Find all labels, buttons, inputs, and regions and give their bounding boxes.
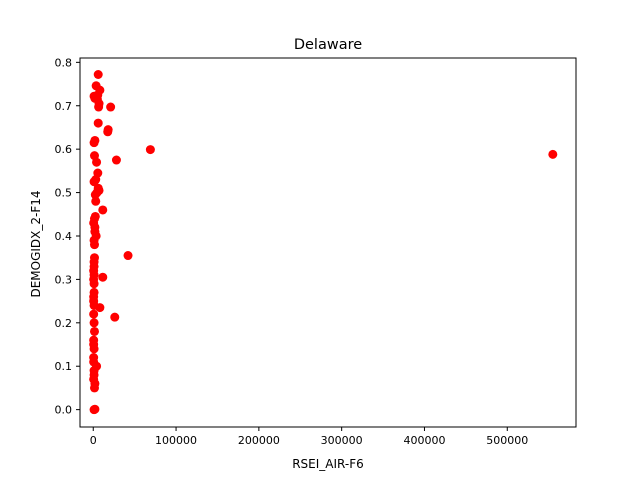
y-tick-label: 0.6 xyxy=(55,143,73,156)
x-tick-label: 0 xyxy=(90,434,97,447)
y-tick-label: 0.7 xyxy=(55,100,73,113)
x-tick-label: 100000 xyxy=(155,434,197,447)
x-axis-label: RSEI_AIR-F6 xyxy=(292,457,364,471)
data-point xyxy=(93,69,103,79)
plot-area-frame xyxy=(79,57,577,428)
data-point xyxy=(89,374,99,384)
data-point xyxy=(98,205,108,215)
data-point xyxy=(89,318,99,328)
data-point xyxy=(103,127,113,137)
data-point xyxy=(145,145,155,155)
data-point xyxy=(89,270,99,280)
data-point xyxy=(94,102,104,112)
data-point xyxy=(89,235,99,245)
data-point xyxy=(111,155,121,165)
data-point xyxy=(548,149,558,159)
data-point xyxy=(91,196,101,206)
y-tick-label: 0.5 xyxy=(55,187,73,200)
y-tick-label: 0.3 xyxy=(55,273,73,286)
chart-title: Delaware xyxy=(294,37,362,53)
data-point xyxy=(93,118,103,128)
data-point xyxy=(123,251,133,261)
x-tick-label: 200000 xyxy=(238,434,280,447)
y-tick-label: 0.0 xyxy=(55,404,73,417)
data-point xyxy=(89,357,99,367)
data-point xyxy=(90,404,100,414)
data-point xyxy=(90,93,100,103)
y-tick-label: 0.2 xyxy=(55,317,73,330)
data-point xyxy=(89,218,99,228)
x-tick-label: 400000 xyxy=(403,434,445,447)
data-point xyxy=(89,383,99,393)
x-tick-label: 300000 xyxy=(321,434,363,447)
y-axis-label: DEMOGIDX_2-F14 xyxy=(29,190,43,297)
x-tick-label: 500000 xyxy=(486,434,528,447)
data-point xyxy=(106,102,116,112)
y-tick-label: 0.1 xyxy=(55,360,73,373)
y-tick-label: 0.8 xyxy=(55,56,73,69)
data-point xyxy=(89,279,99,289)
data-point xyxy=(89,177,99,187)
data-point xyxy=(89,344,99,354)
data-point xyxy=(89,326,99,336)
axis-ticks: 0 100000 200000 300000 400000 500000 0.0 0.1 0.2… xyxy=(55,56,529,447)
y-tick-label: 0.4 xyxy=(55,230,73,243)
data-point xyxy=(94,185,104,195)
data-point xyxy=(90,135,100,145)
data-point xyxy=(110,312,120,322)
data-point xyxy=(89,309,99,319)
data-point xyxy=(98,272,108,282)
data-point xyxy=(89,300,99,310)
data-point xyxy=(92,157,102,167)
data-points xyxy=(89,69,558,415)
